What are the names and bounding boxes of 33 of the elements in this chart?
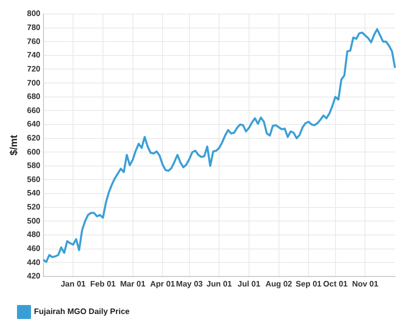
x-tick-label: Aug 02: [265, 279, 293, 288]
y-tick-label: 640: [26, 120, 41, 129]
y-tick-label: 780: [26, 23, 41, 32]
y-tick-label: 800: [26, 9, 41, 18]
y-tick-label: 600: [26, 147, 41, 156]
y-tick-label: 540: [26, 188, 41, 198]
y-tick-label: 460: [26, 244, 41, 253]
x-tick-label: May 03: [176, 279, 204, 288]
y-tick-label: 520: [26, 202, 41, 212]
x-tick-label: Feb 01: [90, 279, 116, 288]
y-tick-label: 700: [26, 78, 41, 88]
y-tick-label: 660: [26, 106, 41, 115]
x-tick-label: Sep 01: [296, 279, 322, 288]
y-tick-label: 720: [26, 64, 41, 74]
x-tick-label: Nov 01: [352, 279, 379, 288]
y-tick-label: 480: [26, 230, 41, 240]
y-tick-label: 580: [26, 161, 41, 170]
y-tick-label: 760: [26, 36, 41, 46]
x-tick-label: Jul 01: [238, 279, 261, 288]
y-tick-label: 500: [26, 216, 41, 226]
y-tick-label: 440: [26, 258, 41, 267]
x-tick-label: Oct 01: [323, 279, 348, 288]
x-tick-label: Jun 01: [206, 279, 232, 288]
x-tick-label: Mar 01: [120, 279, 146, 288]
y-tick-label: 560: [26, 174, 41, 184]
x-tick-label: Jan 01: [60, 279, 86, 288]
y-axis-title: $/mt: [8, 134, 20, 156]
y-tick-label: 620: [26, 134, 41, 142]
x-tick-label: Apr 01: [150, 279, 176, 288]
legend-label: Fujairah MGO Daily Price: [34, 307, 130, 316]
y-tick-label: 740: [26, 50, 41, 60]
y-tick-label: 680: [26, 92, 41, 102]
y-tick-label: 420: [26, 272, 41, 281]
